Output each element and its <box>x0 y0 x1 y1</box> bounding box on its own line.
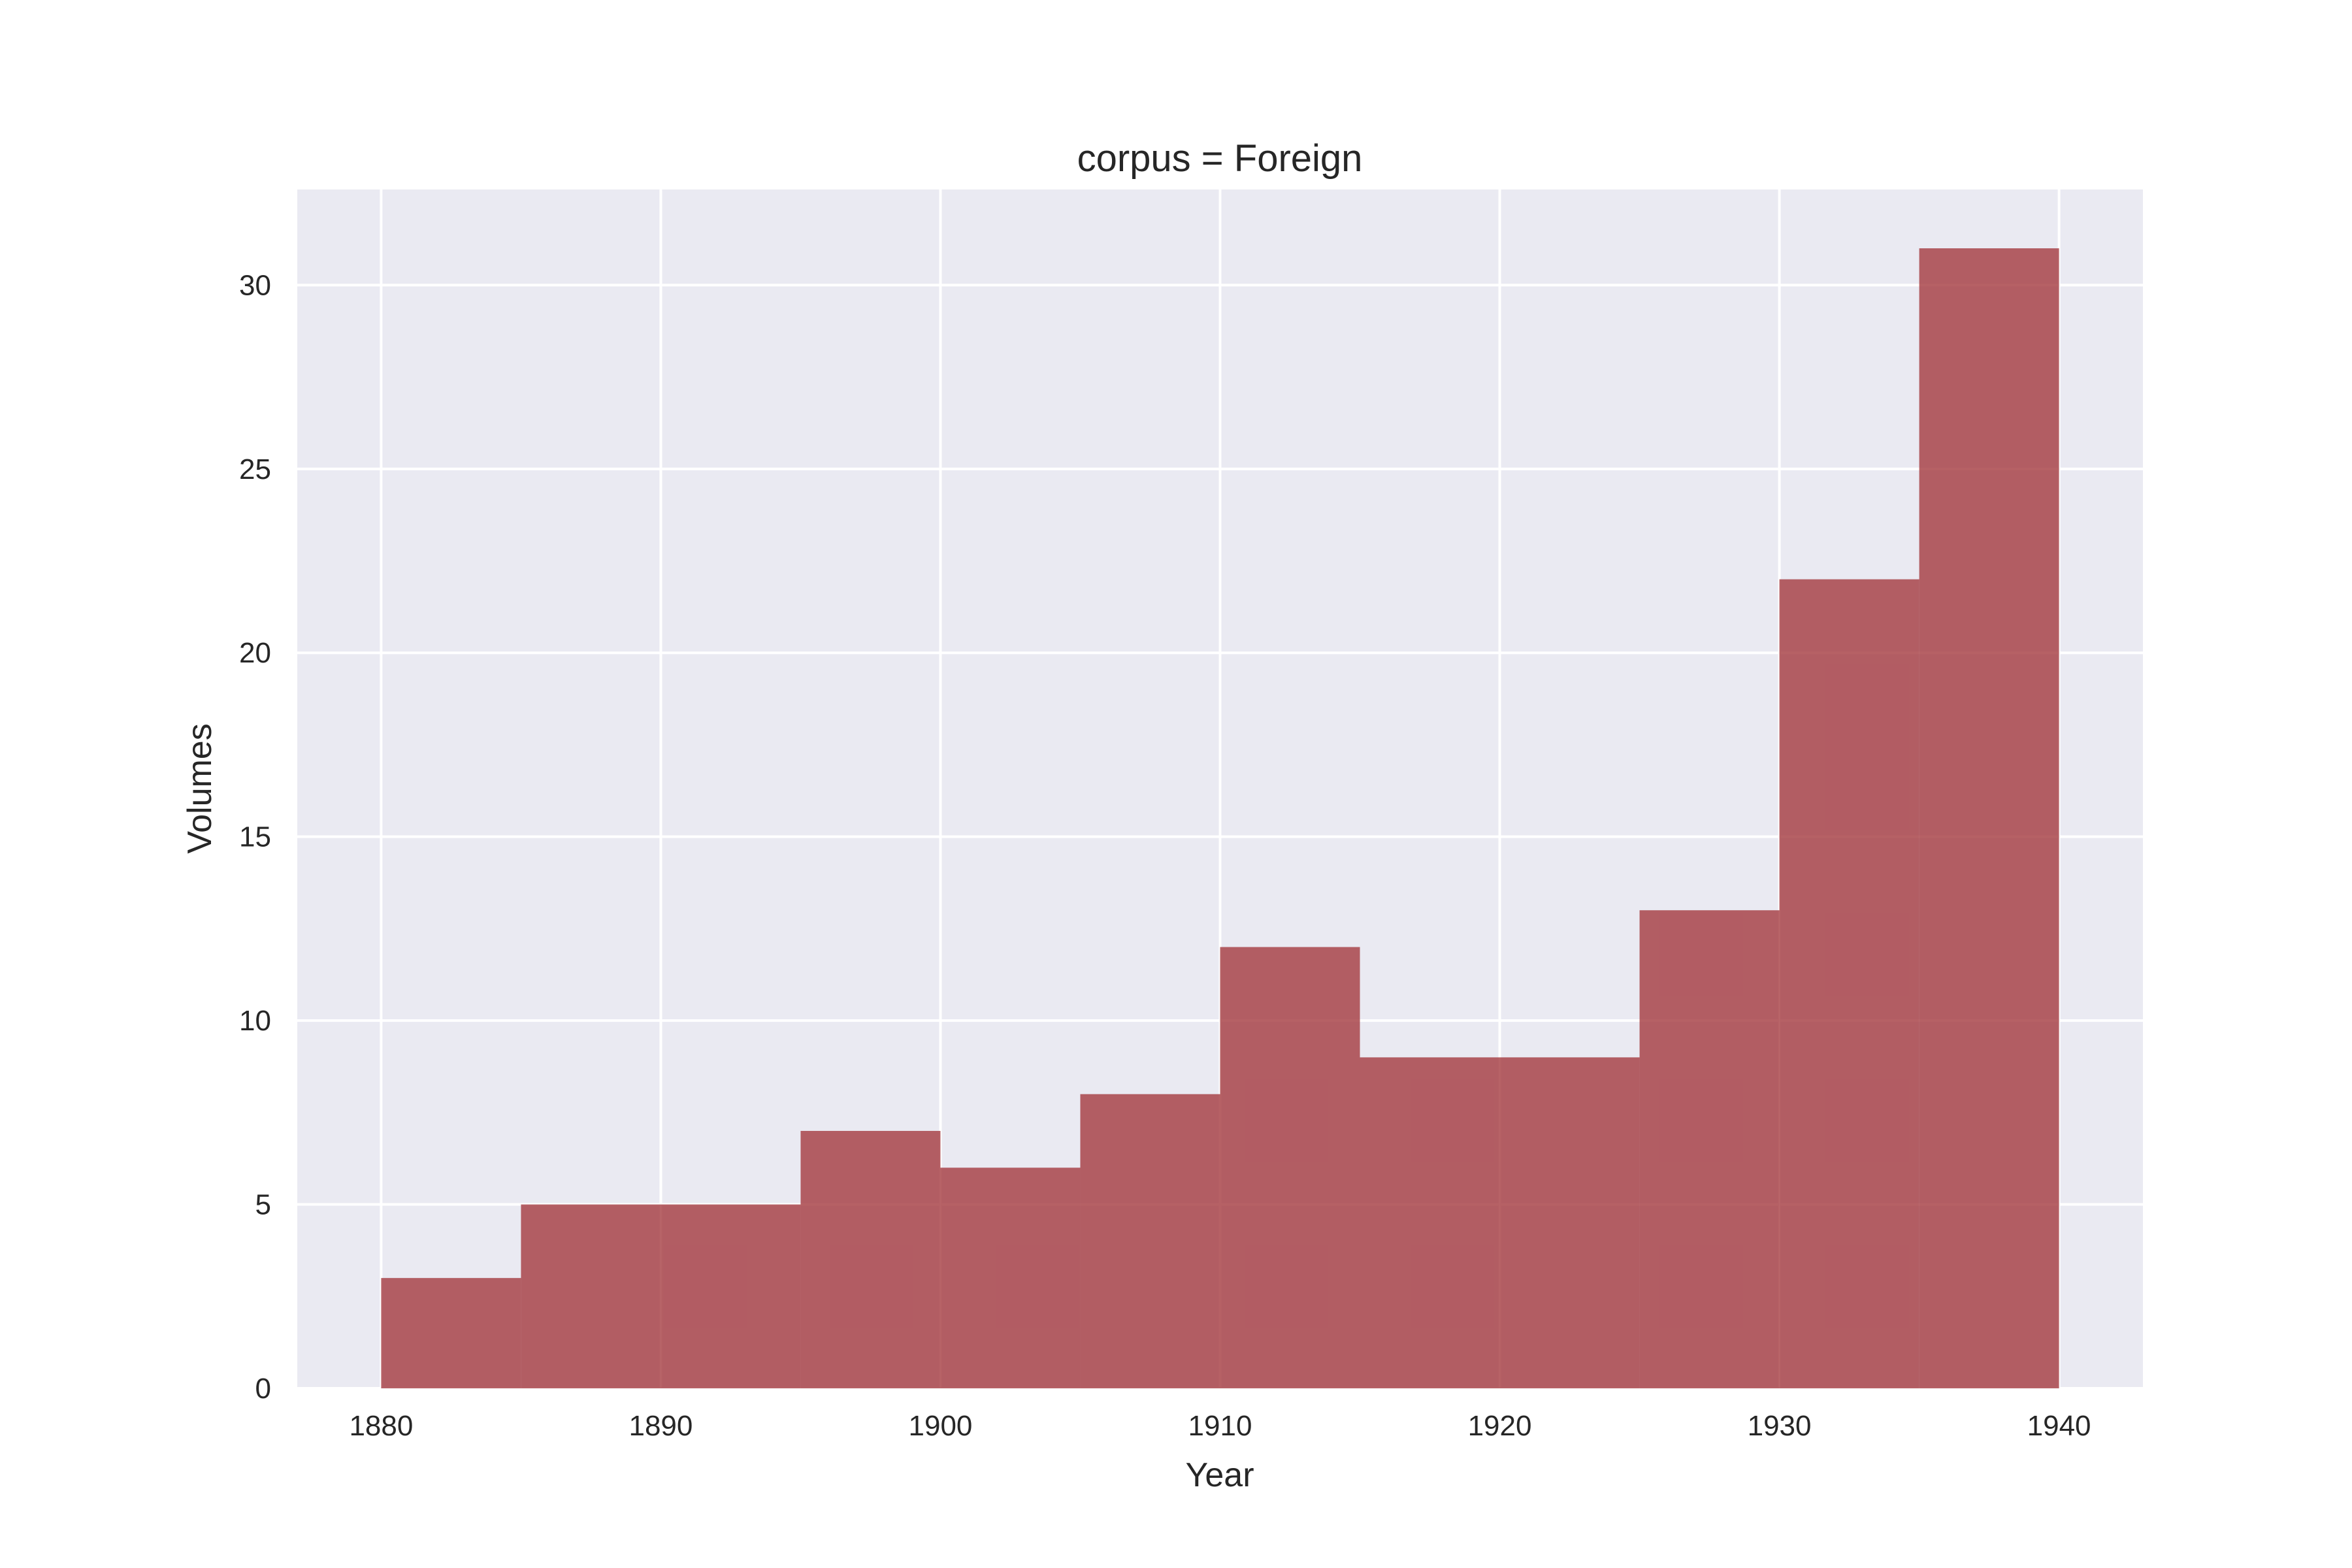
y-tick-label: 20 <box>239 637 271 669</box>
y-axis-ticks: 0 5 10 15 20 25 30 <box>239 269 271 1405</box>
histogram-bar <box>1639 910 1780 1388</box>
y-tick-label: 30 <box>239 269 271 301</box>
histogram-bar <box>1779 579 1919 1388</box>
x-axis-label: Year <box>1185 1456 1254 1494</box>
y-tick-label: 25 <box>239 453 271 485</box>
x-axis-ticks: 1880 1890 1900 1910 1920 1930 1940 <box>349 1410 2091 1442</box>
bars <box>381 248 2059 1389</box>
x-tick-label: 1890 <box>629 1410 693 1442</box>
histogram-bar <box>800 1130 941 1388</box>
histogram-bar <box>661 1204 801 1388</box>
histogram-bar <box>1499 1057 1640 1388</box>
x-tick-label: 1880 <box>349 1410 413 1442</box>
y-axis-label: Volumes <box>181 723 219 853</box>
histogram-bar <box>1919 248 2059 1389</box>
y-tick-label: 0 <box>255 1373 271 1405</box>
y-tick-label: 15 <box>239 821 271 853</box>
histogram-bar <box>381 1278 521 1388</box>
x-tick-label: 1940 <box>2027 1410 2091 1442</box>
y-tick-label: 5 <box>255 1189 271 1221</box>
histogram-bar <box>521 1204 661 1388</box>
histogram-bar <box>1080 1094 1220 1388</box>
x-tick-label: 1920 <box>1468 1410 1532 1442</box>
x-tick-label: 1900 <box>909 1410 973 1442</box>
histogram-bar <box>940 1168 1081 1388</box>
chart-title: corpus = Foreign <box>1077 137 1363 180</box>
histogram-bar <box>1220 947 1360 1388</box>
x-tick-label: 1930 <box>1748 1410 1812 1442</box>
y-tick-label: 10 <box>239 1005 271 1037</box>
x-tick-label: 1910 <box>1188 1410 1252 1442</box>
histogram-bar <box>1360 1057 1500 1388</box>
